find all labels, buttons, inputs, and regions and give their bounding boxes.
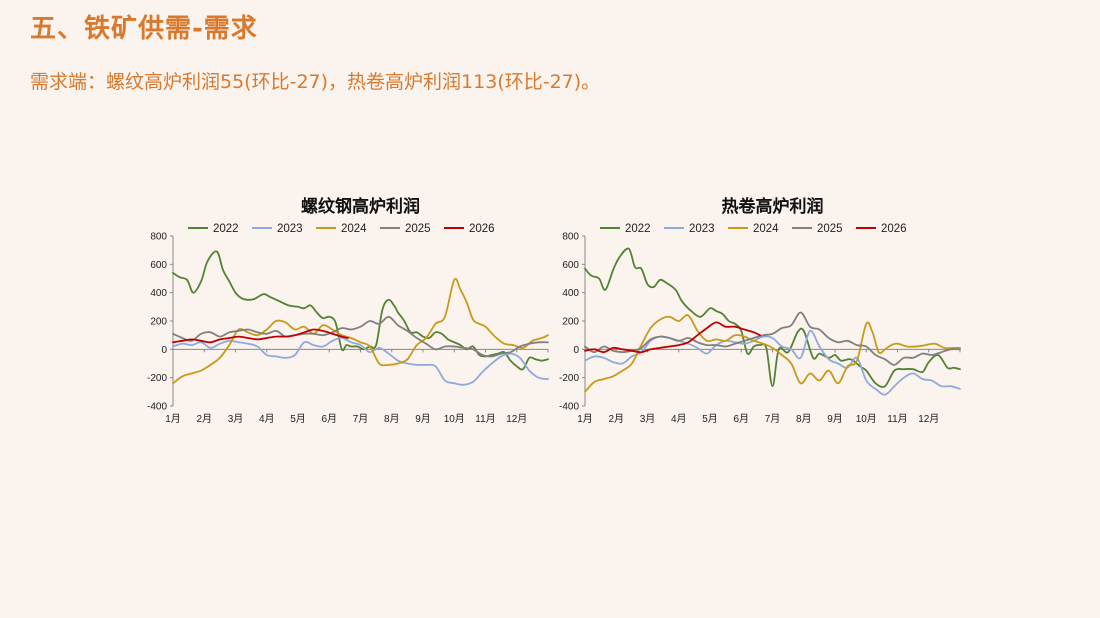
series-line-2023 [172,337,549,386]
legend-label-2022: 2022 [213,223,239,235]
x-tick-label: 5月 [290,413,306,425]
x-tick-label: 1月 [577,413,593,425]
x-tick-label: 5月 [702,413,718,425]
x-tick-label: 12月 [506,413,527,425]
chart-title: 热卷高炉利润 [722,196,824,217]
legend-label-2023: 2023 [277,223,303,235]
chart-title: 螺纹钢高炉利润 [301,196,420,217]
series-line-2026 [584,321,761,354]
legend-label-2026: 2026 [881,223,907,235]
y-tick-label: 600 [150,260,167,271]
x-tick-label: 3月 [228,413,244,425]
series-line-2025 [172,315,549,358]
legend-label-2022: 2022 [625,223,651,235]
x-tick-label: 4月 [671,413,687,425]
series-line-2025 [584,311,961,366]
x-tick-label: 6月 [321,413,337,425]
y-tick-label: 0 [573,345,579,356]
y-tick-label: 800 [562,232,579,243]
legend-label-2025: 2025 [817,223,843,235]
legend-label-2025: 2025 [405,223,431,235]
x-tick-label: 11月 [475,413,495,425]
x-tick-label: 2月 [196,413,212,425]
rebar-profit-chart: 螺纹钢高炉利润 2022 2023 2024 2025 2026 -400 -200 0 200 4… [140,190,560,430]
legend-label-2024: 2024 [341,223,367,235]
x-tick-label: 2月 [608,413,624,425]
x-tick-label: 9月 [415,413,431,425]
y-tick-label: 800 [150,232,167,243]
x-tick-label: 7月 [353,413,369,425]
x-tick-label: 7月 [765,413,781,425]
rebar-profit-chart-svg: 螺纹钢高炉利润 2022 2023 2024 2025 2026 -400 -200 0 200 4… [147,196,549,425]
legend-label-2026: 2026 [469,223,495,235]
x-tick-label: 10月 [444,413,465,425]
x-tick-label: 12月 [918,413,939,425]
x-tick-label: 9月 [827,413,843,425]
y-tick-label: -400 [147,402,167,413]
hrc-profit-chart-svg: 热卷高炉利润 2022 2023 2024 2025 2026 -400 -200 0 200 40… [559,196,961,425]
y-tick-label: 400 [150,288,167,299]
x-tick-label: 10月 [856,413,877,425]
legend-label-2024: 2024 [753,223,779,235]
series-line-2026 [172,328,349,344]
page-subtitle: 需求端：螺纹高炉利润55(环比-27)，热卷高炉利润113(环比-27)。 [30,71,601,93]
x-tick-label: 4月 [259,413,275,425]
x-tick-label: 6月 [733,413,749,425]
hrc-profit-chart: 热卷高炉利润 2022 2023 2024 2025 2026 -400 -200 0 200 40… [552,190,972,430]
y-tick-label: -200 [147,373,167,384]
x-tick-label: 8月 [796,413,812,425]
x-tick-label: 8月 [384,413,400,425]
series-line-2024 [584,314,961,393]
x-tick-label: 11月 [887,413,907,425]
y-tick-label: 400 [562,288,579,299]
series-line-2022 [584,247,961,388]
page-title: 五、铁矿供需-需求 [30,14,258,44]
y-tick-label: 600 [562,260,579,271]
y-tick-label: -400 [559,402,579,413]
series-line-2023 [584,329,961,396]
legend-label-2023: 2023 [689,223,715,235]
y-tick-label: -200 [559,373,579,384]
x-tick-label: 1月 [165,413,181,425]
series-line-2024 [172,277,549,385]
y-tick-label: 200 [150,317,167,328]
y-tick-label: 0 [161,345,167,356]
y-tick-label: 200 [562,317,579,328]
x-tick-label: 3月 [640,413,656,425]
